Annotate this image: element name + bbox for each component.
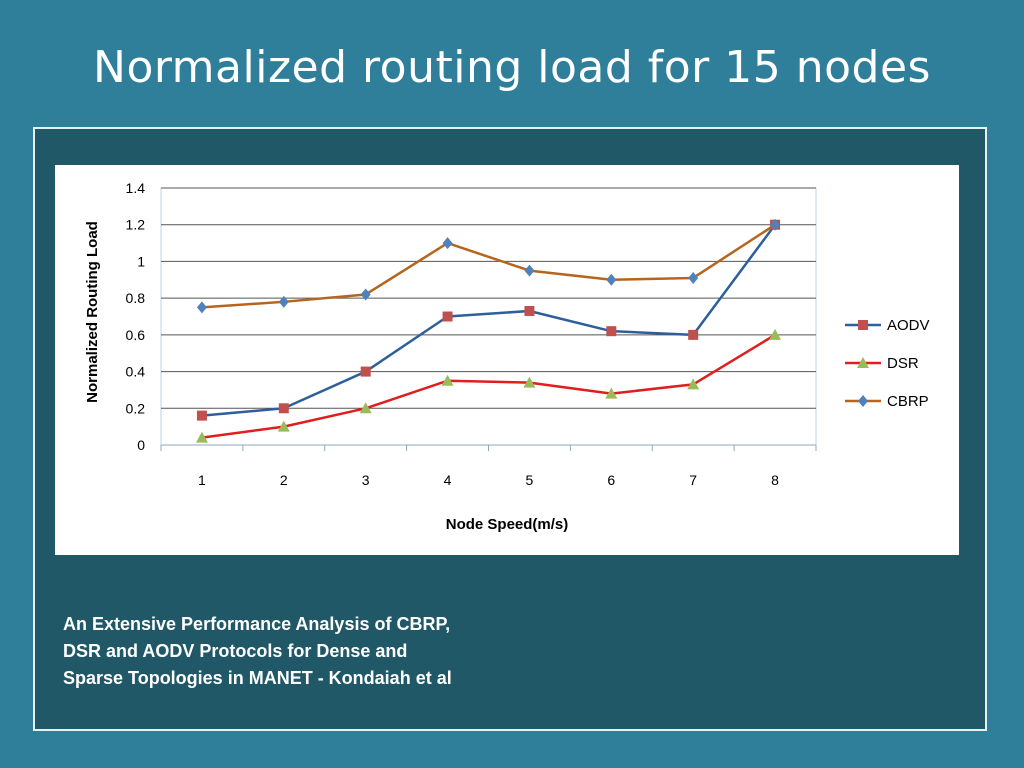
data-point-aodv (196, 410, 207, 421)
x-tick-labels: 1 2 3 4 5 6 7 8 (198, 472, 779, 488)
series-dsr (195, 328, 782, 443)
data-point-dsr (441, 374, 454, 386)
data-point-dsr (687, 378, 700, 390)
data-point-aodv (278, 403, 289, 414)
legend-entry-dsr: DSR (845, 355, 919, 372)
legend: AODV DSR CBRP (845, 317, 930, 410)
data-point-dsr (359, 402, 372, 414)
data-point-dsr (523, 376, 536, 388)
x-tick-label: 2 (280, 472, 288, 488)
slide-title: Normalized routing load for 15 nodes (93, 42, 931, 93)
data-point-cbrp (606, 273, 617, 286)
data-point-dsr (195, 431, 208, 443)
x-tick-label: 6 (607, 472, 615, 488)
data-point-cbrp (196, 301, 207, 314)
y-tick-label: 0.2 (126, 400, 146, 416)
data-point-aodv (688, 329, 699, 340)
data-point-dsr (769, 328, 782, 340)
caption-line: Sparse Topologies in MANET - Kondaiah et… (63, 668, 452, 688)
grid-lines (160, 187, 817, 451)
series-group (195, 218, 782, 443)
legend-marker-aodv (858, 320, 868, 330)
y-tick-label: 1.2 (126, 217, 146, 233)
data-point-cbrp (360, 288, 371, 301)
caption-line: DSR and AODV Protocols for Dense and (63, 641, 408, 661)
legend-label-cbrp: CBRP (887, 393, 929, 410)
x-tick-label: 1 (198, 472, 206, 488)
y-tick-label: 0 (137, 437, 145, 453)
data-point-aodv (524, 305, 535, 316)
data-point-aodv (442, 311, 453, 322)
data-point-dsr (605, 387, 618, 399)
series-aodv (196, 219, 781, 421)
legend-label-aodv: AODV (887, 317, 930, 334)
caption-line: An Extensive Performance Analysis of CBR… (63, 614, 451, 634)
series-line-cbrp (201, 223, 776, 309)
series-cbrp (196, 218, 781, 314)
y-tick-label: 0.6 (126, 327, 146, 343)
y-tick-label: 1 (137, 253, 145, 269)
legend-marker-cbrp (858, 395, 868, 407)
data-point-cbrp (770, 218, 781, 231)
series-line-aodv (201, 223, 777, 417)
content-panel: 0 0.2 0.4 0.6 0.8 1 1.2 1.4 1 2 3 4 5 6 7 8 AODV DSR CBR… (33, 127, 987, 731)
data-point-cbrp (524, 264, 535, 277)
y-tick-label: 0.8 (126, 290, 146, 306)
x-tick-label: 5 (526, 472, 534, 488)
data-point-aodv (360, 366, 371, 377)
data-point-dsr (277, 420, 290, 432)
legend-entry-cbrp: CBRP (845, 393, 929, 410)
y-tick-label: 0.4 (126, 364, 146, 380)
chart-area: 0 0.2 0.4 0.6 0.8 1 1.2 1.4 1 2 3 4 5 6 7 8 AODV DSR CBR… (55, 165, 959, 555)
data-point-aodv (606, 326, 617, 337)
legend-label-dsr: DSR (887, 355, 919, 372)
y-tick-label: 1.4 (126, 180, 146, 196)
data-point-cbrp (442, 237, 453, 250)
citation-caption: An Extensive Performance Analysis of CBR… (63, 611, 623, 692)
line-chart: 0 0.2 0.4 0.6 0.8 1 1.2 1.4 1 2 3 4 5 6 7 8 AODV DSR CBR… (84, 180, 930, 533)
legend-marker-dsr (857, 357, 869, 368)
series-line-dsr (201, 333, 776, 439)
legend-entry-aodv: AODV (845, 317, 930, 334)
x-tick-label: 7 (689, 472, 697, 488)
x-tick-label: 3 (362, 472, 370, 488)
data-point-cbrp (688, 271, 699, 284)
data-point-cbrp (278, 295, 289, 308)
y-tick-labels: 0 0.2 0.4 0.6 0.8 1 1.2 1.4 (126, 180, 146, 453)
y-axis-label: Normalized Routing Load (84, 221, 101, 403)
plot-frame (160, 187, 817, 446)
x-tick-label: 4 (444, 472, 452, 488)
x-tick-label: 8 (771, 472, 779, 488)
x-axis-label: Node Speed(m/s) (446, 516, 569, 533)
